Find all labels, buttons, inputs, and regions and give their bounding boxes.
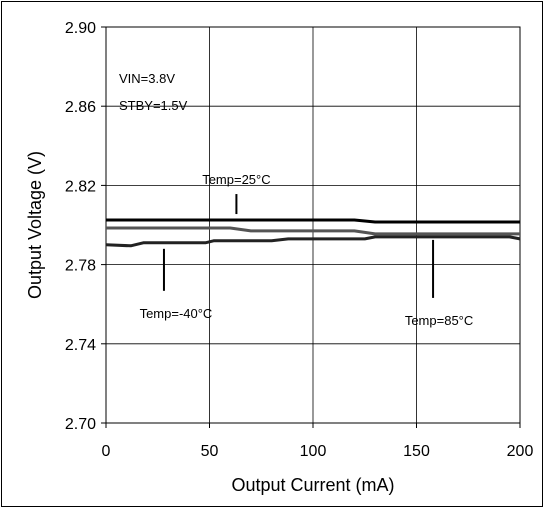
- annotation-temp-85c-label: Temp=85°C: [405, 313, 473, 328]
- y-tick-label: 2.90: [65, 20, 96, 37]
- series-layer: [105, 218, 521, 248]
- y-tick-label: 2.74: [65, 337, 96, 354]
- condition-vin: VIN=3.8V: [119, 71, 175, 86]
- x-tick-label: 100: [300, 443, 327, 460]
- grid-lines: [105, 26, 521, 424]
- y-axis-label: Output Voltage (V): [25, 151, 45, 299]
- y-tick-label: 2.82: [65, 178, 96, 195]
- condition-stby: STBY=1.5V: [119, 98, 188, 113]
- series-temp-85c-line: [105, 235, 521, 248]
- x-tick-label: 50: [201, 443, 219, 460]
- series-temp-minus40c-line: [106, 226, 520, 236]
- x-tick-label: 150: [403, 443, 430, 460]
- x-axis-label: Output Current (mA): [231, 475, 394, 495]
- y-tick-label: 2.78: [65, 258, 96, 275]
- x-tick-label: 0: [102, 443, 111, 460]
- y-tick-label: 2.70: [65, 416, 96, 433]
- annotation-temp-25c-label: Temp=25°C: [202, 172, 270, 187]
- y-axis-ticks: 2.70 2.74 2.78 2.82 2.86 2.90: [65, 20, 106, 433]
- annotations: Temp=25°C Temp=-40°C Temp=85°C: [140, 172, 474, 328]
- series-temp-25c-line: [106, 218, 520, 224]
- x-axis-ticks: 0 50 100 150 200: [102, 423, 534, 460]
- y-tick-label: 2.86: [65, 99, 96, 116]
- conditions-text: VIN=3.8V STBY=1.5V: [119, 71, 188, 113]
- annotation-temp-minus40c-label: Temp=-40°C: [140, 306, 213, 321]
- x-tick-label: 200: [507, 443, 534, 460]
